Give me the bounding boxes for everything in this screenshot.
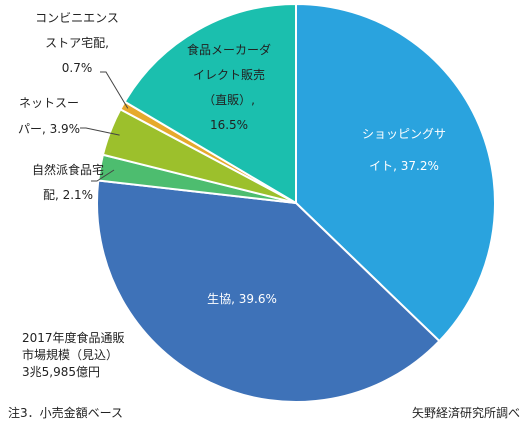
slice-label-net-supermarket: パー, 3.9%: [18, 122, 80, 136]
slice-label-food-maker-direct: （直販）,: [203, 93, 255, 107]
slice-label-convenience-store-delivery: コンビニエンス: [35, 11, 119, 25]
slice-label-food-maker-direct: 食品メーカーダ: [187, 42, 271, 57]
market-size-line: 3兆5,985億円: [22, 365, 100, 379]
slice-label-convenience-store-delivery: 0.7%: [62, 61, 93, 75]
slice-label-shopping-site: ショッピングサ: [362, 127, 446, 141]
slice-label-shopping-site: イト, 37.2%: [369, 159, 439, 173]
pie-slices: [95, 2, 496, 403]
market-size-line: 市場規模（見込）: [22, 347, 118, 362]
slice-label-natural-food-delivery: 自然派食品宅: [32, 162, 104, 177]
slice-label-natural-food-delivery: 配, 2.1%: [43, 188, 93, 202]
leader-line-natural-food-delivery: [91, 169, 115, 182]
slice-label-net-supermarket: ネットスー: [19, 96, 79, 110]
leader-line-net-supermarket: [80, 127, 120, 136]
pie-slice-food-maker-direct: [123, 2, 297, 205]
market-size-line: 2017年度食品通販: [22, 330, 125, 345]
pie-slice-shopping-site: [295, 2, 496, 343]
slice-label-food-maker-direct: 16.5%: [210, 118, 248, 132]
slice-label-food-maker-direct: イレクト販売: [193, 67, 265, 82]
source-credit: 矢野経済研究所調べ: [412, 405, 520, 420]
slice-label-coop: 生協, 39.6%: [207, 291, 277, 306]
footnote: 注3．小売金額ベース: [8, 405, 123, 420]
leader-lines: [80, 71, 129, 182]
pie-slice-coop: [95, 179, 441, 403]
leader-line-convenience-store-delivery: [100, 71, 129, 109]
slice-label-convenience-store-delivery: ストア宅配,: [45, 35, 109, 50]
